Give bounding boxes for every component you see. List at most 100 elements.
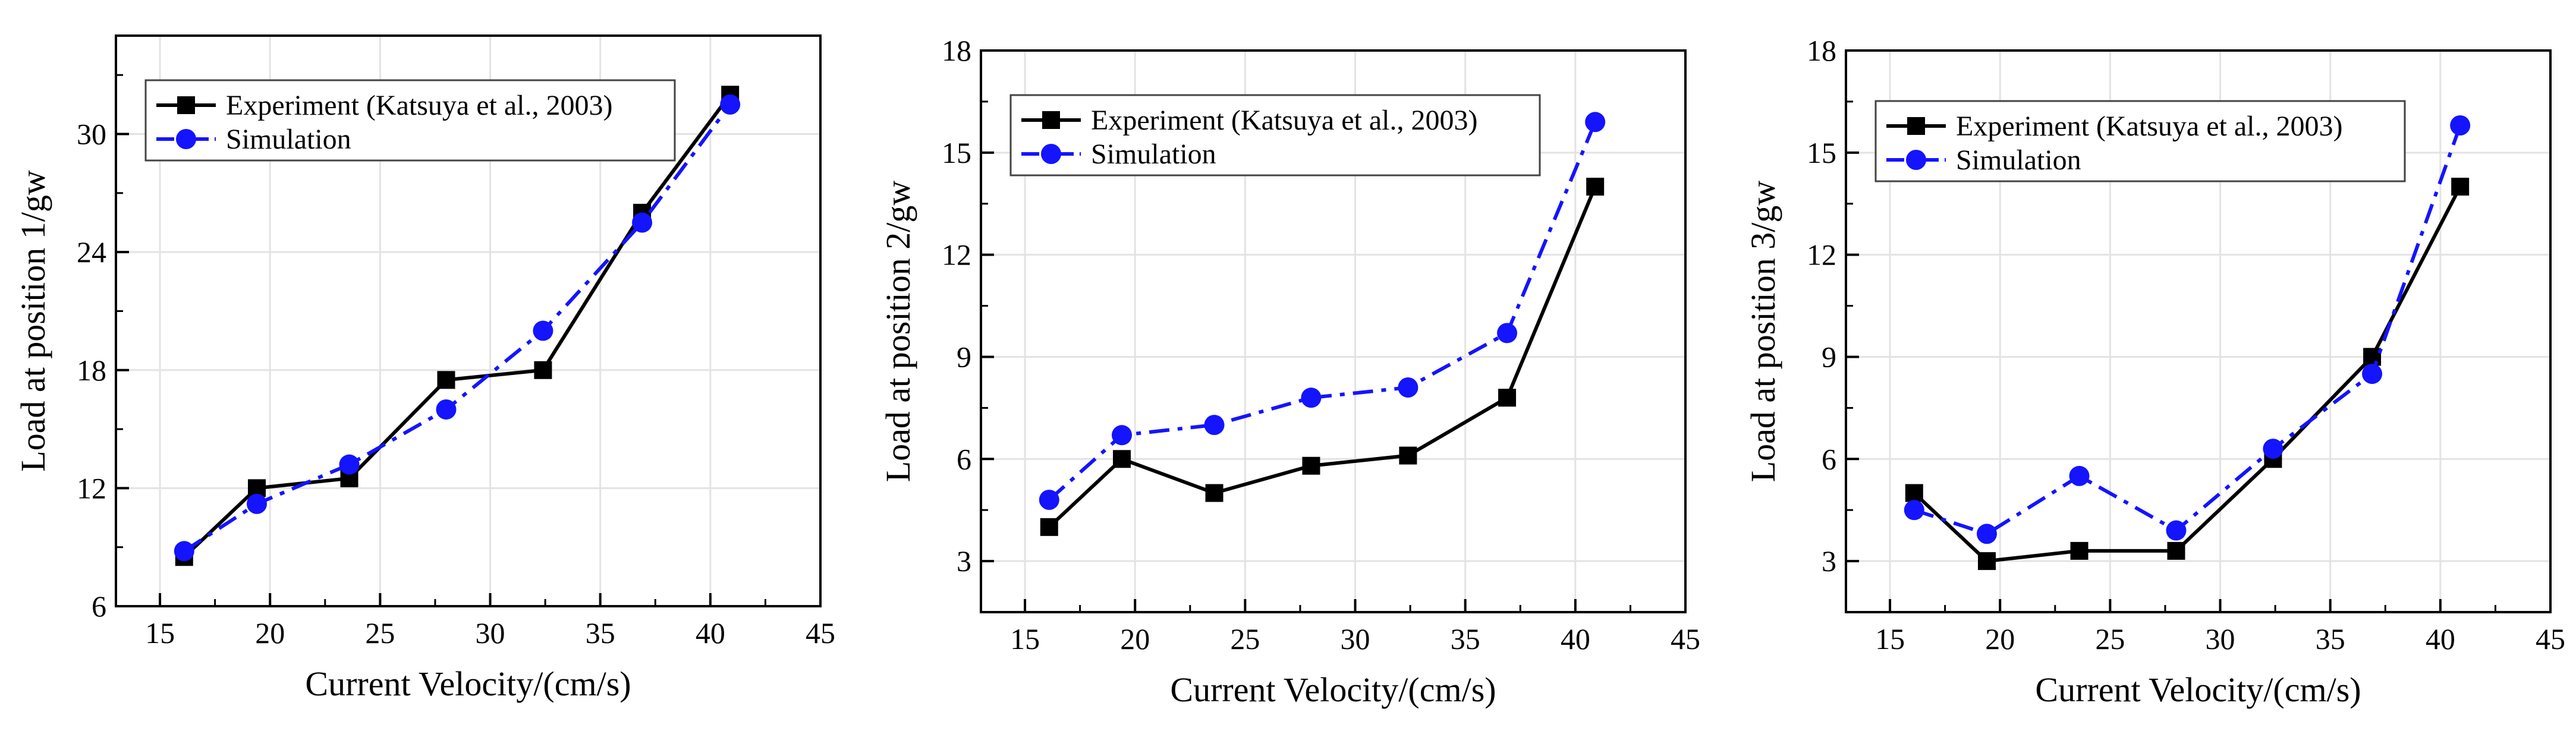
data-point-circle xyxy=(1977,524,1997,544)
legend-label: Experiment (Katsuya et al., 2003) xyxy=(1956,111,2342,142)
series-simulation xyxy=(1039,112,1606,510)
data-point-circle xyxy=(339,454,360,475)
y-tick-label: 9 xyxy=(957,340,971,373)
data-point-square xyxy=(1205,484,1223,502)
x-tick-label: 25 xyxy=(2095,622,2125,656)
y-tick-label: 18 xyxy=(942,34,971,67)
legend-label: Simulation xyxy=(1956,144,2081,176)
legend-marker-square xyxy=(1042,111,1060,129)
data-point-circle xyxy=(2450,115,2471,136)
y-tick-label: 18 xyxy=(77,354,106,387)
x-tick-label: 40 xyxy=(2426,622,2455,656)
data-point-square xyxy=(1040,518,1058,536)
series-experiment xyxy=(1905,178,2470,571)
y-tick-label: 15 xyxy=(1807,136,1836,169)
y-axis-title: Load at position 2/gw xyxy=(879,181,917,483)
data-point-circle xyxy=(1204,415,1225,435)
x-tick-label: 15 xyxy=(1875,622,1905,656)
y-tick-label: 12 xyxy=(77,471,106,505)
x-tick-label: 20 xyxy=(1120,622,1150,656)
x-tick-label: 35 xyxy=(586,616,615,650)
x-tick-label: 35 xyxy=(1451,622,1480,656)
series-experiment xyxy=(1040,178,1605,536)
y-tick-label: 15 xyxy=(942,136,971,169)
y-tick-label: 6 xyxy=(92,590,106,623)
plot-frame xyxy=(115,34,822,607)
y-tick-label: 6 xyxy=(1822,442,1836,475)
x-tick-label: 30 xyxy=(2206,622,2235,656)
x-tick-label: 15 xyxy=(1010,622,1040,656)
y-axis-title: Load at position 3/gw xyxy=(1744,181,1782,483)
legend-label: Experiment (Katsuya et al., 2003) xyxy=(1091,105,1477,136)
chart-panel-2: 15 20 25 30 35 40 45 3 6 9 12 15 18 Current Velocity/… xyxy=(879,34,1700,709)
legend-box xyxy=(144,79,676,162)
data-point-circle xyxy=(1904,500,1924,521)
x-tick-label: 30 xyxy=(1341,622,1370,656)
x-axis-title: Current Velocity/(cm/s) xyxy=(305,664,631,703)
data-point-square xyxy=(1586,178,1605,196)
x-tick-label: 25 xyxy=(365,616,395,650)
data-point-square xyxy=(2451,178,2470,196)
legend-marker-circle xyxy=(176,129,196,149)
data-point-circle xyxy=(1039,490,1059,510)
chart-panel-1: 15 20 25 30 35 40 45 6 12 18 24 30 Current Velocity/… xyxy=(14,34,835,703)
y-tick-label: 3 xyxy=(957,544,971,578)
x-tick-label: 45 xyxy=(1671,622,1700,656)
x-tick-label: 45 xyxy=(2536,622,2565,656)
data-point-square xyxy=(2363,348,2382,366)
data-point-circle xyxy=(247,493,267,514)
legend-marker-square xyxy=(1907,117,1925,135)
legend-marker-square xyxy=(177,96,195,114)
data-point-circle xyxy=(1398,377,1418,398)
x-tick-label: 25 xyxy=(1230,622,1260,656)
x-tick-label: 40 xyxy=(1561,622,1590,656)
x-tick-label: 20 xyxy=(1985,622,2015,656)
x-tick-label: 20 xyxy=(255,616,285,650)
data-point-circle xyxy=(2362,364,2383,385)
legend-box xyxy=(1009,94,1541,177)
y-tick-label: 9 xyxy=(1822,340,1836,373)
legend-label: Simulation xyxy=(226,124,351,155)
y-tick-label: 30 xyxy=(77,118,106,151)
series-simulation xyxy=(1904,115,2471,544)
y-axis-title: Load at position 1/gw xyxy=(14,170,52,472)
data-point-square xyxy=(534,361,552,379)
y-tick-label: 18 xyxy=(1807,34,1836,67)
plot-frame xyxy=(980,49,1687,613)
data-point-circle xyxy=(2069,465,2090,486)
data-point-square xyxy=(1978,552,1996,571)
data-point-circle xyxy=(436,399,457,420)
chart-panel-3: 15 20 25 30 35 40 45 3 6 9 12 15 18 Current Velocity/… xyxy=(1744,34,2565,709)
legend-box xyxy=(1874,100,2406,182)
data-point-circle xyxy=(1497,323,1518,344)
data-point-square xyxy=(2167,541,2185,560)
x-tick-label: 45 xyxy=(806,616,835,650)
x-axis-title: Current Velocity/(cm/s) xyxy=(1170,670,1496,709)
legend-label: Simulation xyxy=(1091,138,1216,170)
data-point-circle xyxy=(1301,387,1322,408)
x-tick-label: 30 xyxy=(476,616,505,650)
x-tick-label: 35 xyxy=(2316,622,2345,656)
legend-marker-circle xyxy=(1906,150,1926,170)
legend: Experiment (Katsuya et al., 2003)Simulat… xyxy=(1874,100,2406,182)
data-point-circle xyxy=(1585,112,1606,133)
y-tick-label: 6 xyxy=(957,442,971,475)
data-point-circle xyxy=(1112,425,1132,446)
data-point-circle xyxy=(720,94,741,115)
legend-label: Experiment (Katsuya et al., 2003) xyxy=(226,90,612,121)
y-tick-label: 3 xyxy=(1822,544,1836,578)
x-axis-title: Current Velocity/(cm/s) xyxy=(2035,670,2361,709)
data-point-square xyxy=(2070,541,2089,560)
series-simulation xyxy=(174,94,741,562)
legend-marker-circle xyxy=(1041,144,1061,164)
y-tick-label: 24 xyxy=(77,235,106,269)
data-point-circle xyxy=(632,212,653,233)
data-point-circle xyxy=(2263,439,2284,459)
data-point-circle xyxy=(174,541,194,562)
data-point-circle xyxy=(533,320,553,341)
data-point-circle xyxy=(2166,520,2187,541)
legend: Experiment (Katsuya et al., 2003)Simulat… xyxy=(144,79,676,162)
plot-frame xyxy=(1845,49,2552,613)
data-point-square xyxy=(1905,484,1923,502)
